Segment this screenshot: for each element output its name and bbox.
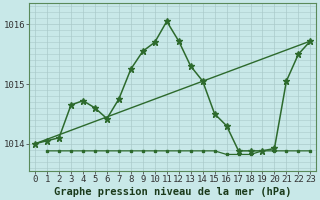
X-axis label: Graphe pression niveau de la mer (hPa): Graphe pression niveau de la mer (hPa)	[54, 186, 292, 197]
